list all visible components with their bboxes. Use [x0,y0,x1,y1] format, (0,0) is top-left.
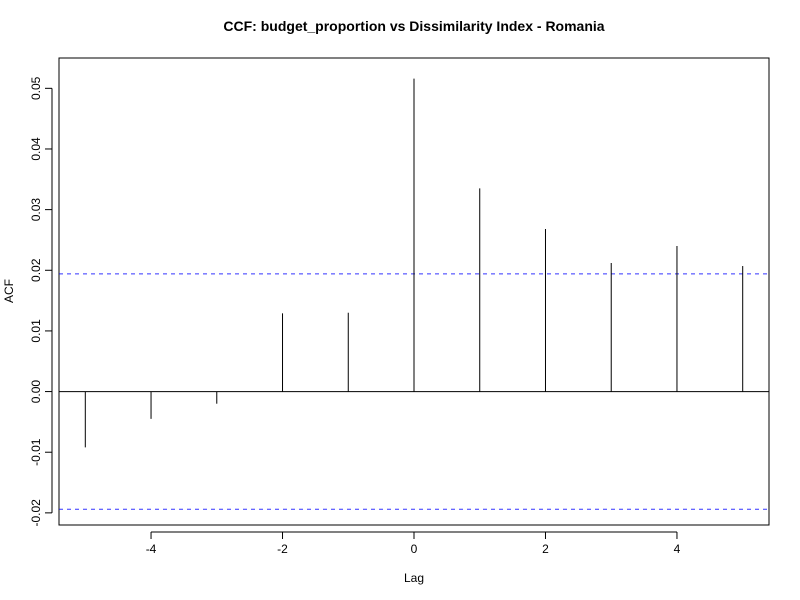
y-tick-label: 0.02 [29,258,43,282]
y-tick-label: 0.03 [29,198,43,222]
y-axis: -0.02 -0.01 0.00 0.01 0.02 0.03 0.04 0.05 [29,76,53,527]
y-tick-label: 0.04 [29,137,43,161]
x-tick-label: 2 [542,542,549,556]
x-tick-label: 0 [411,542,418,556]
x-tick-label: 4 [674,542,681,556]
chart-title: CCF: budget_proportion vs Dissimilarity … [223,18,604,34]
x-tick-label: -4 [146,542,157,556]
y-tick-label: -0.01 [29,438,43,466]
x-axis-label: Lag [404,571,424,585]
plot-frame [58,57,770,526]
y-tick-label: 0.00 [29,380,43,404]
y-tick-label: 0.05 [29,76,43,100]
y-tick-label: -0.02 [29,499,43,527]
y-axis-label: ACF [2,279,16,303]
y-tick-label: 0.01 [29,319,43,343]
x-axis: -4 -2 0 2 4 [146,531,681,556]
ccf-spikes [59,78,769,510]
x-tick-label: -2 [277,542,288,556]
